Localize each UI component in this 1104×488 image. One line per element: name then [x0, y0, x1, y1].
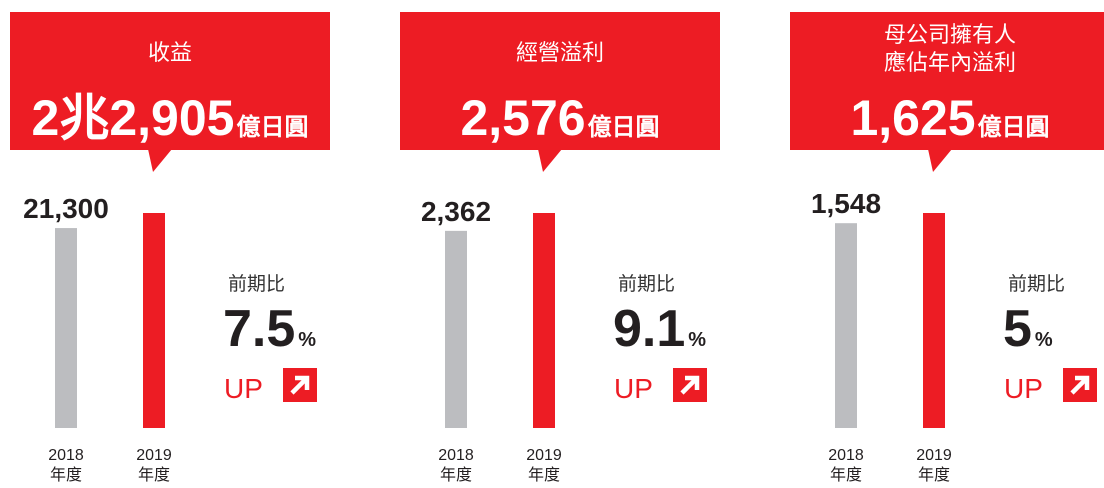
callout-pointer [148, 149, 172, 172]
callout-value: 2,576億日圓 [460, 90, 659, 146]
callout-number: 2,576 [460, 90, 585, 146]
bar [55, 228, 77, 428]
callout-title: 收益 [148, 40, 192, 65]
x-tick-label: 年度 [528, 466, 560, 484]
x-tick-label: 年度 [138, 466, 170, 484]
callout-number: 1,625 [850, 90, 975, 146]
x-tick-label: 2018 [438, 447, 474, 464]
callout-unit: 億日圓 [588, 113, 660, 141]
callout-unit: 億日圓 [236, 113, 308, 141]
change-value: 5% [1003, 300, 1053, 358]
x-tick-label: 2019 [916, 447, 952, 464]
change-unit: % [1035, 329, 1053, 351]
x-tick-label: 2018 [48, 447, 84, 464]
callout-box [400, 12, 720, 150]
change-unit: % [688, 329, 706, 351]
value-label: 2,362 [421, 196, 491, 227]
change-number: 9.1 [613, 300, 685, 358]
change-label: 前期比 [228, 273, 285, 295]
callout-title: 經營溢利 [516, 40, 604, 65]
bar [835, 223, 857, 428]
arrow-icon [680, 375, 700, 395]
callout-value: 2兆2,905億日圓 [32, 90, 309, 146]
change-direction: UP [1004, 373, 1043, 404]
callout-pointer [928, 149, 952, 172]
arrow-icon [290, 375, 310, 395]
callout-box [10, 12, 330, 150]
x-tick-label: 年度 [830, 466, 862, 484]
x-tick-label: 2019 [136, 447, 172, 464]
bar [923, 213, 945, 428]
callout-value: 1,625億日圓 [850, 90, 1049, 146]
x-tick-label: 年度 [918, 466, 950, 484]
x-tick-label: 2018 [828, 447, 864, 464]
x-tick-label: 2019 [526, 447, 562, 464]
callout-number: 2兆2,905 [32, 90, 235, 146]
change-label: 前期比 [1008, 273, 1065, 295]
x-tick-label: 年度 [440, 466, 472, 484]
bar [143, 213, 165, 428]
callout-pointer [538, 149, 562, 172]
value-label: 21,300 [23, 193, 109, 224]
callout-title: 母公司擁有人 [884, 22, 1016, 47]
change-number: 5 [1003, 300, 1032, 358]
callout-box [790, 12, 1104, 150]
change-unit: % [298, 329, 316, 351]
value-label: 1,548 [811, 188, 881, 219]
bar [533, 213, 555, 428]
change-label: 前期比 [618, 273, 675, 295]
bar [445, 230, 467, 428]
callout-unit: 億日圓 [978, 113, 1050, 141]
change-direction: UP [614, 373, 653, 404]
change-value: 7.5% [223, 300, 316, 358]
callout-title: 應佔年內溢利 [884, 50, 1016, 75]
change-number: 7.5 [223, 300, 295, 358]
x-tick-label: 年度 [50, 466, 82, 484]
change-direction: UP [224, 373, 263, 404]
arrow-icon [1070, 375, 1090, 395]
change-value: 9.1% [613, 300, 706, 358]
